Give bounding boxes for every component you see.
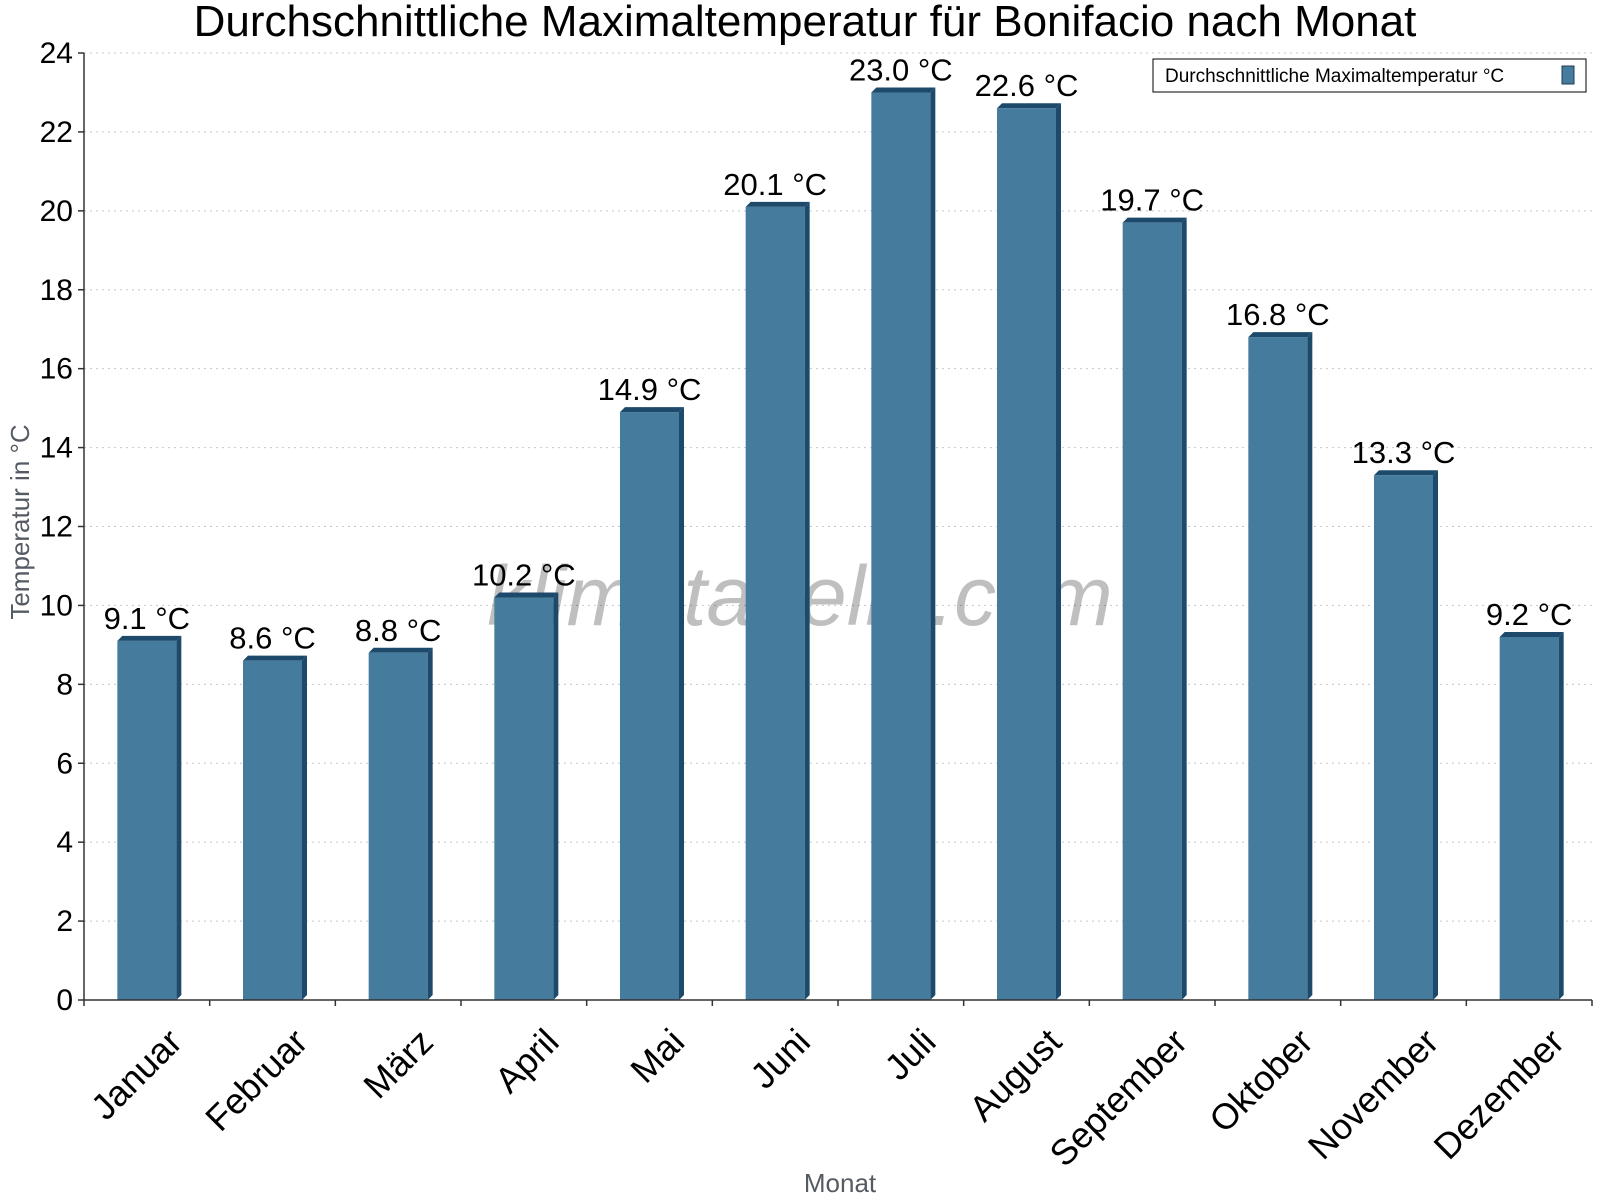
data-label: 13.3 °C — [1352, 435, 1456, 470]
y-tick-label: 18 — [40, 274, 73, 307]
bar-top — [1374, 470, 1438, 476]
data-label: 22.6 °C — [975, 68, 1079, 103]
bar-side — [930, 87, 936, 1001]
y-tick-label: 24 — [40, 37, 73, 70]
bar — [620, 412, 679, 1001]
bar-top — [243, 655, 307, 661]
bar — [1122, 222, 1182, 1000]
bar — [1374, 475, 1433, 1000]
bar-side — [302, 655, 307, 1000]
bar-side — [1307, 332, 1313, 1001]
x-tick-label: November — [1300, 1021, 1446, 1167]
bar-top — [1248, 332, 1313, 338]
bar-side — [1181, 217, 1187, 1000]
bar — [745, 206, 805, 1000]
bar-top — [1499, 631, 1564, 637]
data-label: 19.7 °C — [1100, 183, 1204, 218]
y-tick-label: 10 — [40, 589, 73, 622]
y-axis-label: Temperatur in °C — [5, 424, 35, 619]
legend-label: Durchschnittliche Maximaltemperatur °C — [1165, 66, 1504, 87]
bar — [1248, 337, 1308, 1001]
legend-box — [1152, 58, 1587, 93]
bar-side — [427, 647, 433, 1000]
bar-side — [804, 201, 810, 1000]
bar-top — [871, 87, 936, 93]
data-label: 23.0 °C — [849, 52, 953, 87]
x-tick-label: August — [961, 1021, 1069, 1129]
y-tick-label: 6 — [56, 747, 73, 780]
data-label: 10.2 °C — [472, 558, 576, 593]
bar-side — [1558, 631, 1564, 1000]
y-tick-label: 2 — [56, 905, 73, 938]
data-label: 14.9 °C — [598, 372, 702, 407]
y-tick-label: 20 — [40, 195, 73, 228]
x-tick-label: Juni — [742, 1021, 818, 1097]
bar-top — [494, 592, 559, 598]
bar-side — [553, 592, 559, 1000]
axes — [78, 52, 1593, 1006]
bar — [243, 660, 302, 1000]
bar-top — [368, 647, 433, 653]
x-tick-label: Mai — [622, 1021, 692, 1091]
bar-side — [1056, 103, 1061, 1000]
x-tick-label: Februar — [197, 1021, 315, 1139]
x-axis-label: Monat — [804, 1168, 877, 1198]
bar — [494, 597, 554, 1000]
bars — [117, 87, 1564, 1001]
x-tick-label: Oktober — [1201, 1021, 1321, 1141]
x-tick-label: Dezember — [1426, 1021, 1572, 1167]
data-label: 9.1 °C — [104, 601, 191, 636]
y-tick-label: 4 — [56, 826, 73, 859]
bar-top — [117, 635, 182, 641]
bar — [1499, 636, 1559, 1000]
y-tick-label: 12 — [40, 511, 73, 544]
x-tick-label: Januar — [83, 1021, 190, 1128]
chart-title: Durchschnittliche Maximaltemperatur für … — [194, 0, 1417, 46]
y-tick-label: 14 — [40, 432, 73, 465]
y-tick-label: 16 — [40, 353, 73, 386]
bar-side — [679, 407, 684, 1001]
grid — [84, 52, 1592, 922]
bar-top — [1122, 217, 1187, 223]
x-tick-label: März — [355, 1021, 441, 1107]
bar — [117, 640, 177, 1000]
bar — [871, 92, 931, 1001]
data-label: 8.8 °C — [355, 613, 442, 648]
bar — [368, 652, 428, 1000]
x-tick-label: Juli — [876, 1021, 943, 1088]
data-labels: 9.1 °C 8.6 °C 8.8 °C 10.2 °C 14.9 °C 20.1 °C 2… — [104, 52, 1573, 655]
x-ticks: Januar Februar März April Mai Juni Juli AugustS… — [83, 1021, 1572, 1175]
bar-top — [620, 407, 684, 413]
legend-swatch — [1561, 65, 1575, 85]
bar-side — [176, 635, 182, 1000]
x-tick-label: April — [487, 1021, 567, 1101]
bar-side — [1433, 470, 1438, 1000]
data-label: 9.2 °C — [1486, 597, 1573, 632]
y-tick-label: 8 — [56, 668, 73, 701]
bar-top — [745, 201, 810, 207]
legend: Durchschnittliche Maximaltemperatur °C — [1152, 58, 1587, 93]
x-tick-label: September — [1041, 1021, 1195, 1175]
bar-top — [997, 103, 1061, 109]
bar — [997, 108, 1056, 1000]
y-tick-label: 0 — [56, 984, 73, 1017]
y-tick-label: 22 — [40, 116, 73, 149]
data-label: 20.1 °C — [723, 167, 827, 202]
data-label: 8.6 °C — [229, 621, 316, 656]
data-label: 16.8 °C — [1226, 297, 1330, 332]
